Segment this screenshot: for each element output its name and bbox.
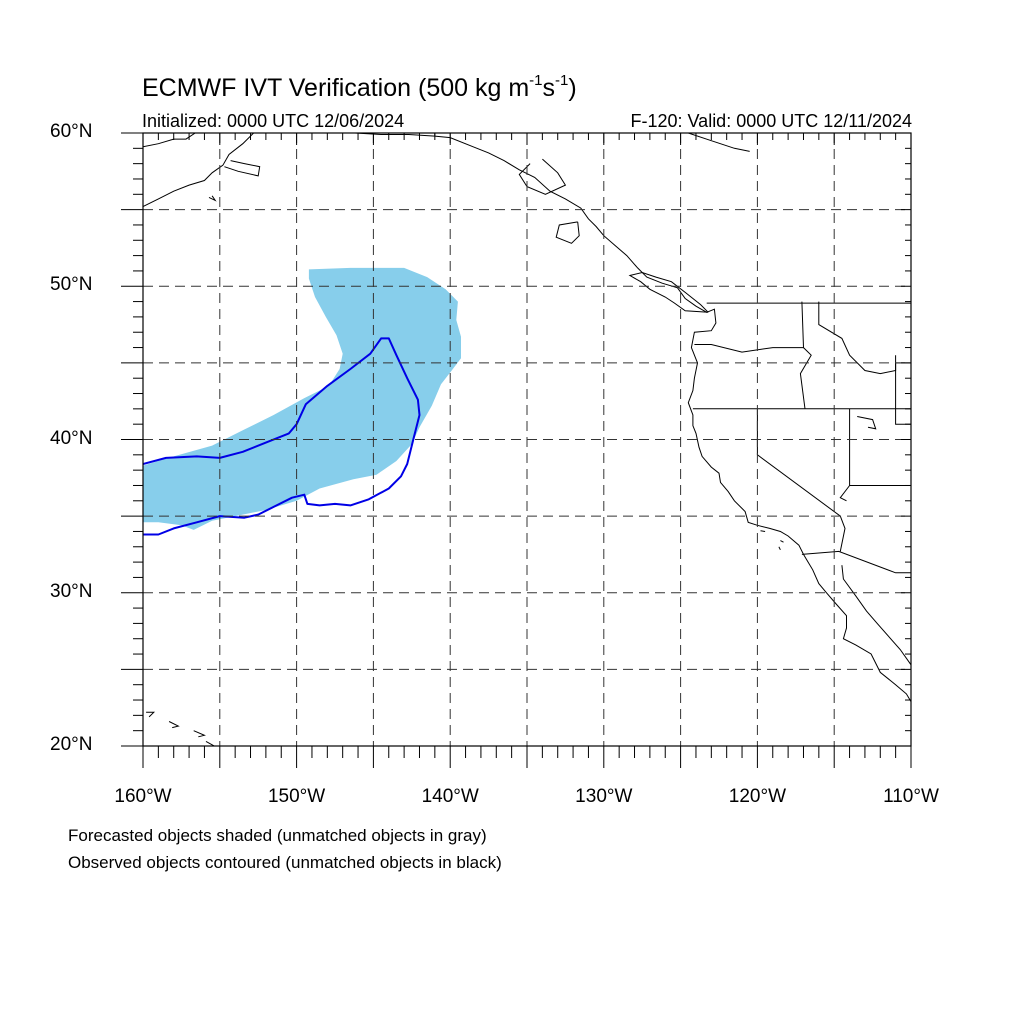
forecast-object-layer (143, 267, 461, 530)
coastline-segment (841, 565, 911, 666)
valid-text: F-120: Valid: 0000 UTC 12/11/2024 (630, 111, 912, 131)
coastline-segment (143, 133, 254, 208)
footnote-forecast: Forecasted objects shaded (unmatched obj… (68, 826, 487, 845)
tick-layer (121, 132, 912, 768)
coastline-segment (205, 740, 216, 746)
coastline-segment (756, 408, 846, 552)
lat-label: 20°N (50, 734, 93, 755)
coastline-segment (688, 133, 750, 152)
lat-label: 30°N (50, 580, 93, 602)
initialized-text: Initialized: 0000 UTC 12/06/2024 (142, 111, 405, 131)
coastline-segment (799, 301, 812, 409)
gridline-layer (143, 133, 911, 746)
coastline-segment (143, 133, 196, 148)
lon-label: 150°W (267, 786, 326, 807)
observed-object-layer (143, 337, 421, 536)
coastline-segment (224, 160, 261, 177)
footnote-observed: Observed objects contoured (unmatched ob… (68, 853, 502, 872)
coastline-segment (694, 344, 804, 353)
lon-label: 160°W (114, 786, 172, 807)
coastline-segment (801, 550, 911, 574)
coastline-segment (354, 133, 911, 702)
coastline-segment (146, 711, 156, 718)
title-exponent-2: -1 (555, 72, 569, 89)
coastline-segment (818, 301, 897, 375)
coastline-segment (760, 530, 766, 532)
coastline-segment (857, 416, 877, 430)
figure-title: ECMWF IVT Verification (500 kg m-1s-1) (142, 72, 577, 102)
coastline-segment (839, 408, 851, 502)
lon-label: 130°W (575, 786, 633, 807)
coastline-segment (780, 540, 784, 543)
lon-label: 120°W (728, 786, 787, 807)
observed-object-contour (143, 337, 421, 536)
lat-label: 60°N (50, 121, 93, 142)
lon-label: 140°W (421, 786, 479, 807)
lon-label: 110°W (883, 786, 939, 807)
title-exponent-1: -1 (529, 72, 543, 89)
coastline-segment (778, 546, 781, 551)
lat-label: 50°N (50, 274, 93, 296)
forecast-object (143, 267, 461, 530)
coastline-segment (208, 195, 217, 202)
coastline-segment (555, 221, 580, 244)
coastline-segment (193, 730, 206, 738)
coastline-segment (518, 158, 567, 195)
map-frame (142, 132, 912, 747)
coastline-segment (168, 721, 180, 729)
lat-label: 40°N (50, 427, 93, 449)
coastline-segment (628, 271, 709, 313)
